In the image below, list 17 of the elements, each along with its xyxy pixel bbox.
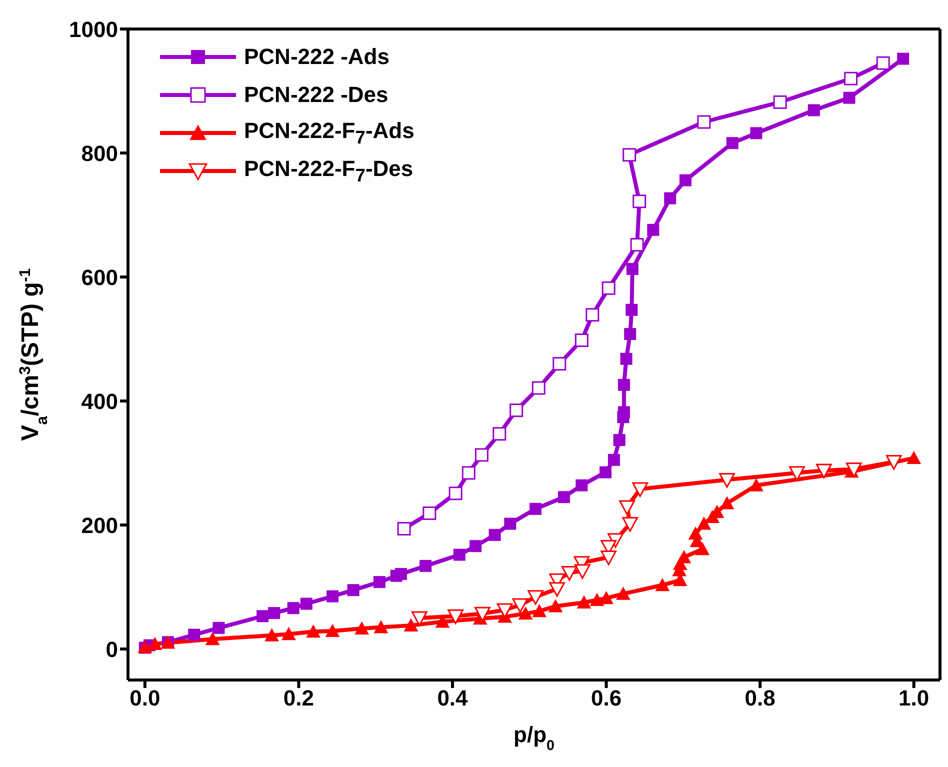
y-tick-label: 0 <box>106 636 118 662</box>
x-tick-label: 0.4 <box>437 686 469 711</box>
legend-label: PCN-222-F$_{7}$-Ads <box>244 118 414 148</box>
x-axis-title: p/p$_{0}$ <box>514 722 555 754</box>
y-tick-label: 1000 <box>69 16 118 42</box>
x-tick-label: 1.0 <box>898 686 930 711</box>
y-tick-label: 600 <box>81 264 118 290</box>
x-tick-label: 0.0 <box>130 686 160 711</box>
x-tick-label: 0.8 <box>744 686 776 711</box>
legend-label: PCN-222-F$_{7}$-Des <box>244 156 414 186</box>
y-tick-label: 400 <box>81 388 118 414</box>
legend-label: PCN-222 -Ads <box>244 44 390 70</box>
x-tick-label: 0.2 <box>283 686 314 711</box>
x-tick-label: 0.6 <box>590 686 622 711</box>
y-tick-label: 200 <box>81 512 118 538</box>
y-tick-label: 800 <box>81 140 118 166</box>
legend-label: PCN-222 -Des <box>244 82 388 108</box>
